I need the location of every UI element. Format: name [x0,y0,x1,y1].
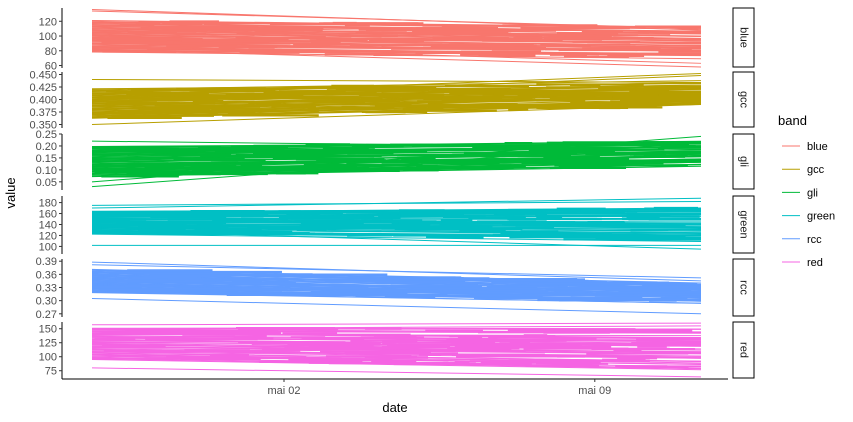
series-line-blue [91,48,702,68]
facet-strip-label-gli: gli [738,156,750,167]
legend-label-green: green [807,211,835,223]
series-line-red [91,346,702,354]
legend-label-gcc: gcc [807,164,825,176]
y-tick-label-rcc: 0.39 [36,256,57,268]
y-tick-label-green: 100 [39,241,57,253]
y-tick-label-gli: 0.10 [36,165,57,177]
y-tick-label-gli: 0.15 [36,153,57,165]
facet-strip-blue [732,7,755,68]
y-axes: 60801001200.3500.3750.4000.4250.4500.050… [29,8,63,379]
facet-strip-label-red: red [738,342,750,358]
facet-strip-gcc [732,71,755,128]
facet-panel-gli [91,135,702,188]
series-line-red [91,336,702,342]
facet-strip-red [732,321,755,379]
facet-strip-rcc [732,258,755,317]
x-axis: mai 02 mai 09 [62,378,728,397]
facet-strip-label-blue: blue [738,27,750,48]
x-tick-label: mai 02 [267,385,300,397]
y-tick-label-green: 180 [39,198,57,210]
legend-title: band [778,113,807,128]
y-tick-label-red: 125 [39,338,57,350]
facet-panel-rcc [91,261,702,315]
y-tick-label-gli: 0.25 [36,129,57,141]
facet-panel-blue [91,8,702,68]
y-tick-label-gcc: 0.350 [29,120,57,132]
facet-strip-label-rcc: rcc [738,280,750,295]
y-tick-label-gcc: 0.425 [29,82,57,94]
facet-strip-label-gcc: gcc [738,91,750,109]
legend-label-gli: gli [807,187,818,199]
facet-panel-red [91,322,702,378]
y-tick-label-rcc: 0.27 [36,309,57,321]
y-tick-label-blue: 120 [39,16,57,28]
facet-panel-gcc [91,73,702,125]
facet-strip-gli [732,133,755,190]
series-line-rcc [91,264,702,279]
y-tick-label-gcc: 0.375 [29,107,57,119]
legend-label-blue: blue [807,141,828,153]
legend-label-red: red [807,257,823,269]
y-tick-label-red: 150 [39,324,57,336]
x-axis-title: date [382,400,407,415]
y-tick-label-green: 160 [39,209,57,221]
series-line-red [91,344,702,354]
y-tick-label-red: 75 [45,366,57,378]
facet-strips: blue gcc gli green rcc red [732,7,755,379]
y-tick-label-blue: 60 [45,61,57,73]
series-line-gcc [91,79,702,83]
series-line-blue [91,46,702,56]
facet-strip-green [732,195,755,254]
series-line-red [91,367,702,378]
y-tick-label-green: 120 [39,230,57,242]
series-line-red [91,322,702,326]
series-line-rcc [91,297,702,315]
y-tick-label-gcc: 0.400 [29,95,57,107]
facet-panel-green [91,197,702,250]
facet-strip-label-green: green [738,210,750,238]
y-tick-label-green: 140 [39,220,57,232]
y-tick-label-rcc: 0.36 [36,269,57,281]
series-line-blue [91,49,702,57]
y-tick-label-gli: 0.20 [36,141,57,153]
series-line-red [91,351,702,359]
y-axis-title: value [3,177,18,208]
series-line-blue [91,10,702,30]
y-tick-label-gli: 0.05 [36,177,57,189]
y-tick-label-blue: 80 [45,46,57,58]
y-tick-label-blue: 100 [39,31,57,43]
y-tick-label-red: 100 [39,352,57,364]
y-tick-label-rcc: 0.33 [36,283,57,295]
x-tick-label: mai 09 [578,385,611,397]
series-line-green [91,227,702,234]
y-tick-label-gcc: 0.450 [29,70,57,82]
legend: band blue gcc gli green rcc red [778,113,835,269]
facet-panels [91,8,702,378]
y-tick-label-rcc: 0.30 [36,296,57,308]
series-line-green [91,200,702,206]
legend-label-rcc: rcc [807,234,822,246]
